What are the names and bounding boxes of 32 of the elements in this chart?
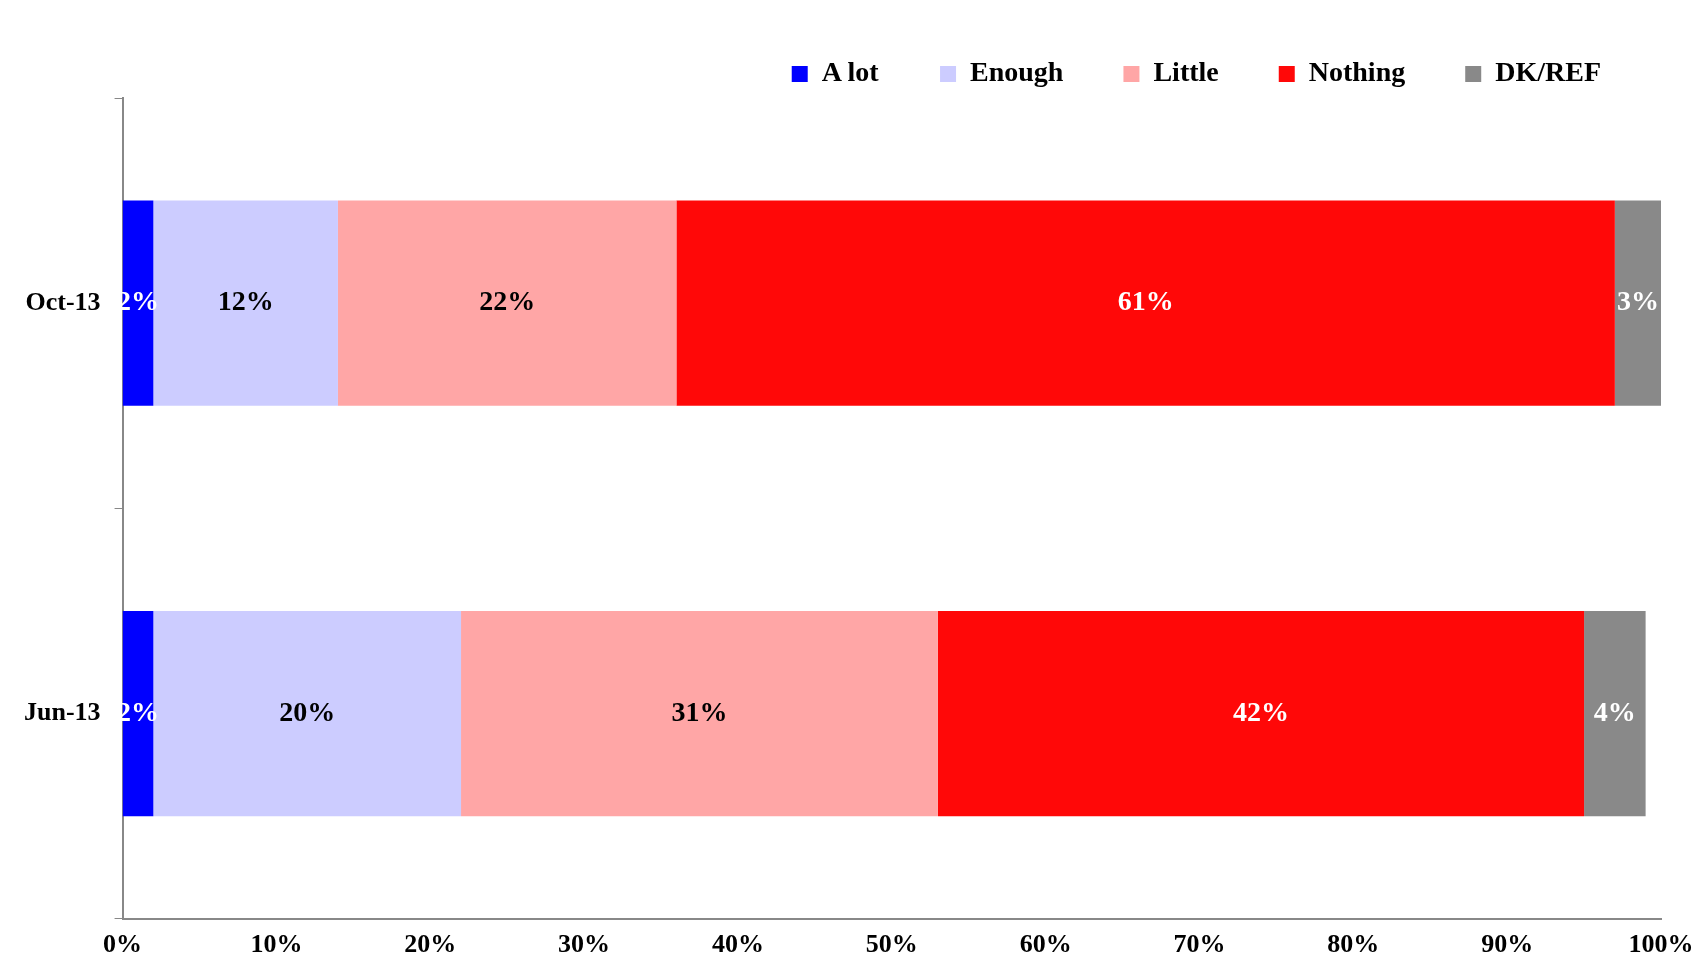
data-label: 20% bbox=[279, 695, 336, 727]
x-tick-label: 10% bbox=[250, 929, 303, 959]
x-tick-label: 40% bbox=[711, 929, 764, 959]
bar bbox=[1614, 200, 1661, 406]
bar bbox=[937, 611, 1585, 817]
legend-label: Nothing bbox=[1308, 56, 1406, 88]
data-label: 12% bbox=[217, 285, 274, 317]
y-tick-label: Jun-13 bbox=[24, 697, 101, 727]
bar bbox=[1584, 611, 1646, 817]
legend-label: Enough bbox=[970, 56, 1064, 88]
bar bbox=[461, 611, 938, 817]
bar bbox=[337, 200, 677, 406]
x-tick-label: 80% bbox=[1327, 929, 1380, 959]
x-tick-label: 100% bbox=[1628, 929, 1694, 959]
bar bbox=[676, 200, 1615, 406]
data-label: 22% bbox=[479, 285, 536, 317]
data-label: 42% bbox=[1233, 695, 1290, 727]
x-tick-label: 20% bbox=[404, 929, 457, 959]
x-tick-label: 50% bbox=[865, 929, 918, 959]
x-tick-label: 70% bbox=[1173, 929, 1226, 959]
data-label: 4% bbox=[1593, 695, 1636, 727]
legend-label: Little bbox=[1153, 56, 1219, 88]
data-label: 31% bbox=[671, 695, 728, 727]
y-tick-label: Oct-13 bbox=[25, 286, 101, 316]
legend-label: DK/REF bbox=[1495, 56, 1601, 88]
data-label: 61% bbox=[1117, 285, 1174, 317]
x-tick-label: 0% bbox=[103, 929, 143, 959]
legend-label: A lot bbox=[821, 56, 880, 88]
data-label: 3% bbox=[1616, 285, 1659, 317]
x-tick-label: 90% bbox=[1481, 929, 1534, 959]
x-tick-label: 30% bbox=[558, 929, 611, 959]
x-tick-label: 60% bbox=[1019, 929, 1072, 959]
